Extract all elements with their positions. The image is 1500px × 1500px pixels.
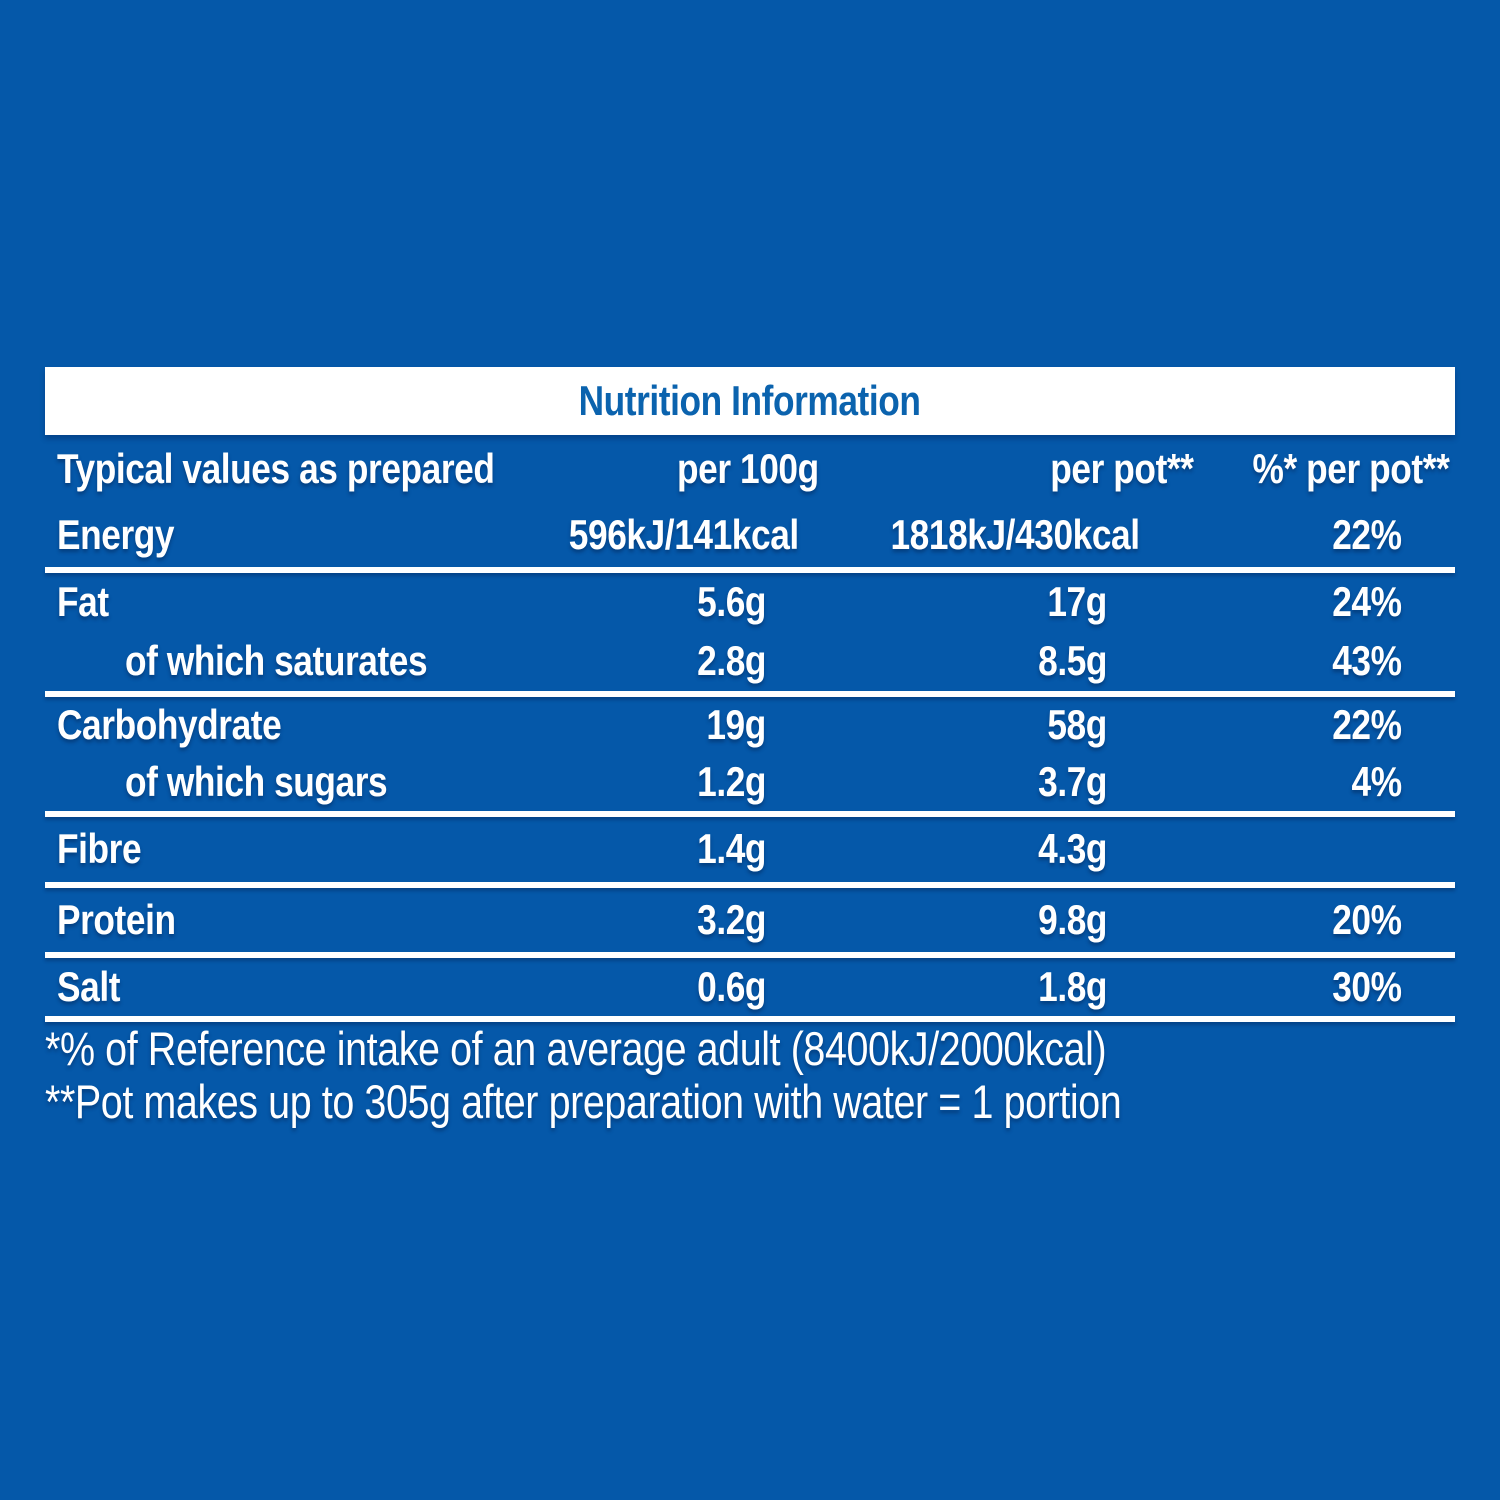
row-pct-per-pot: 4%	[1351, 758, 1403, 806]
row-per-100g: 0.6g	[697, 962, 766, 1010]
row-per-pot: 1.8g	[1038, 962, 1107, 1010]
table-title: Nutrition Information	[579, 376, 921, 424]
row-per-100g: 5.6g	[697, 578, 766, 626]
divider-line	[45, 1016, 1455, 1022]
row-label: Energy	[57, 510, 175, 558]
row-per-pot: 17g	[1047, 578, 1107, 626]
row-per-100g: 596kJ/141kcal	[568, 510, 799, 558]
divider-line	[45, 952, 1455, 958]
row-pct-per-pot: 43%	[1332, 637, 1403, 685]
header-per-100g-label: per 100g	[677, 444, 819, 492]
row-per-100g: 2.8g	[697, 637, 766, 685]
header-typical-values-label: Typical values as prepared	[57, 444, 495, 492]
row-per-pot: 4.3g	[1038, 825, 1107, 873]
table-row-salt: Salt 0.6g 1.8g 30%	[45, 958, 1455, 1016]
row-per-100g: 1.2g	[697, 758, 766, 806]
title-band: Nutrition Information	[45, 367, 1455, 435]
row-pct-per-pot: 20%	[1332, 895, 1403, 943]
header-pct-per-pot-label: %* per pot**	[1252, 444, 1449, 492]
row-label: Fat	[57, 578, 109, 626]
row-per-pot: 8.5g	[1038, 637, 1107, 685]
row-per-pot: 58g	[1047, 701, 1107, 749]
table-row-fat: Fat 5.6g 17g 24%	[45, 573, 1455, 632]
row-pct-per-pot: 22%	[1332, 510, 1403, 558]
row-per-pot: 1818kJ/430kcal	[890, 510, 1141, 558]
row-label: Protein	[57, 895, 176, 943]
header-cell-per-100g: per 100g	[578, 444, 819, 492]
row-label: of which sugars	[125, 758, 388, 806]
divider-line	[45, 811, 1455, 817]
divider-line	[45, 691, 1455, 697]
divider-line	[45, 882, 1455, 888]
row-label: Fibre	[57, 825, 142, 873]
row-per-100g: 19g	[706, 701, 766, 749]
footnote-reference-intake: *% of Reference intake of an average adu…	[45, 1022, 1107, 1075]
header-row: Typical values as prepared per 100g per …	[45, 435, 1455, 503]
footnotes: *% of Reference intake of an average adu…	[45, 1022, 1475, 1128]
nutrition-table: Nutrition Information Typical values as …	[45, 367, 1455, 1022]
table-row-fibre: Fibre 1.4g 4.3g	[45, 817, 1455, 882]
header-cell-typical-values: Typical values as prepared	[45, 444, 578, 492]
row-per-100g: 3.2g	[697, 895, 766, 943]
table-row-sugars: of which sugars 1.2g 3.7g 4%	[45, 754, 1455, 811]
row-pct-per-pot: 24%	[1332, 578, 1403, 626]
header-cell-per-pot: per pot**	[819, 444, 1195, 492]
row-per-100g: 1.4g	[697, 825, 766, 873]
table-row-protein: Protein 3.2g 9.8g 20%	[45, 888, 1455, 952]
row-per-pot: 9.8g	[1038, 895, 1107, 943]
row-per-pot: 3.7g	[1038, 758, 1107, 806]
divider-line	[45, 567, 1455, 573]
header-cell-pct-per-pot: %* per pot**	[1194, 444, 1455, 492]
table-row-energy: Energy 596kJ/141kcal 1818kJ/430kcal 22%	[45, 503, 1455, 567]
row-label: Carbohydrate	[57, 701, 282, 749]
footnote-pot-portion: **Pot makes up to 305g after preparation…	[45, 1075, 1122, 1128]
row-pct-per-pot: 22%	[1332, 701, 1403, 749]
table-row-saturates: of which saturates 2.8g 8.5g 43%	[45, 632, 1455, 691]
row-label: Salt	[57, 962, 121, 1010]
row-pct-per-pot: 30%	[1332, 962, 1403, 1010]
row-label: of which saturates	[125, 637, 428, 685]
table-row-carbohydrate: Carbohydrate 19g 58g 22%	[45, 697, 1455, 754]
header-per-pot-label: per pot**	[1050, 444, 1195, 492]
